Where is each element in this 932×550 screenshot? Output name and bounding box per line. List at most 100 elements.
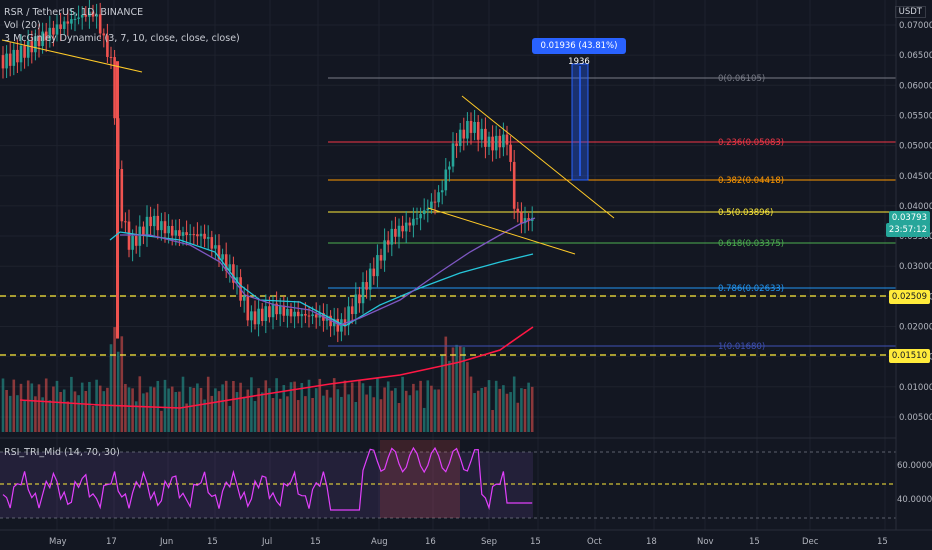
candle-body: [458, 129, 462, 146]
volume-bar: [167, 388, 170, 432]
volume-bar: [358, 380, 361, 432]
measure-label[interactable]: 0.01936 (43.81%) 1936: [532, 38, 626, 67]
candle-body: [523, 218, 527, 224]
price-tick-label: 0.04500: [899, 172, 932, 182]
candle-body: [8, 53, 12, 66]
candle-body: [264, 306, 268, 322]
candle-body: [480, 128, 484, 140]
volume-bar: [59, 391, 62, 432]
candle-body: [487, 136, 491, 147]
volume-bar: [433, 389, 437, 432]
candle-body: [210, 237, 214, 249]
candle-body: [181, 232, 185, 236]
fibonacci-retracement[interactable]: 0(0.06105) 0.236(0.05083) 0.382(0.04418) 0.…: [328, 74, 896, 352]
volume-bar: [77, 395, 80, 432]
candle-body: [224, 254, 228, 271]
volume-bar: [311, 397, 314, 432]
volume-bar: [84, 390, 88, 432]
price-tick-label: 0.03000: [899, 262, 932, 272]
candle-body: [23, 45, 26, 58]
volume-bar: [127, 387, 131, 432]
volume-bar: [329, 397, 332, 432]
candle-body: [62, 21, 66, 29]
candle-body: [358, 294, 361, 304]
candle-body: [278, 305, 282, 315]
trendlines[interactable]: [1, 39, 615, 255]
moving-average-line: [120, 217, 536, 326]
fib-level-label: 0.236(0.05083): [718, 138, 784, 148]
volume-bar: [458, 346, 462, 432]
volume-bar: [451, 347, 455, 432]
price-range-measure[interactable]: [571, 63, 589, 181]
volume-bar: [494, 380, 498, 432]
volume-bar: [516, 402, 520, 432]
rsi-tick-label: 60.00000: [897, 461, 932, 471]
volume-bar: [98, 385, 102, 432]
trendline-descending[interactable]: [461, 95, 615, 219]
volume-bar: [462, 347, 466, 432]
candle-body: [174, 230, 178, 236]
countdown-tag: 23:57:12: [885, 223, 930, 237]
candle-body: [156, 215, 160, 231]
time-tick-label: Aug: [371, 537, 388, 547]
price-tick-label: 0.05500: [899, 111, 932, 121]
candle-body: [88, 11, 91, 17]
volume-bar: [361, 383, 365, 432]
time-tick-label: 15: [877, 537, 888, 547]
volume-bar: [437, 389, 440, 432]
candle-body: [170, 225, 174, 236]
fib-level-label: 1(0.01680): [718, 342, 765, 352]
candle-body: [372, 268, 376, 277]
candle-body: [494, 135, 498, 151]
volume-bar: [250, 377, 253, 432]
price-tick-label: 0.04000: [899, 202, 932, 212]
candle-body: [340, 319, 343, 332]
time-tick-label: Nov: [697, 537, 714, 547]
volume-bar: [264, 380, 268, 432]
volume-bar: [365, 394, 368, 432]
candle-body: [527, 218, 530, 221]
volume-bar: [523, 388, 527, 432]
candle-body: [16, 49, 19, 63]
candle-body: [347, 306, 350, 326]
candle-body: [138, 226, 142, 246]
volume-bar: [106, 387, 109, 432]
volume-bar: [235, 392, 239, 432]
candle-body: [102, 33, 106, 36]
price-tick-label: 0.02000: [899, 323, 932, 333]
candle-body: [282, 305, 286, 316]
candle-body: [311, 314, 314, 317]
volume-bar: [73, 391, 77, 432]
rsi-pane: [0, 437, 896, 519]
candle-body: [376, 255, 379, 277]
candle-body: [41, 31, 44, 47]
volume-bar: [383, 387, 386, 432]
candle-body: [113, 57, 116, 119]
volume-bar: [293, 381, 296, 432]
currency-label[interactable]: USDT: [894, 6, 926, 18]
time-tick-label: Oct: [587, 537, 602, 547]
candle-body: [444, 169, 448, 191]
volume-bar: [484, 387, 487, 432]
candle-body: [394, 228, 397, 237]
volume-bar: [422, 407, 426, 432]
candle-body: [232, 264, 235, 283]
mcginley-indicator-label: 3 McGinley Dynamic (3, 7, 10, close, clo…: [4, 33, 240, 44]
candle-body: [379, 255, 383, 261]
volume-bar: [102, 391, 106, 432]
volume-bar: [149, 386, 152, 432]
candle-body: [336, 318, 340, 332]
candle-body: [1, 55, 5, 69]
volume-bar: [278, 398, 282, 432]
candle-body: [192, 234, 196, 236]
volume-bar: [512, 376, 516, 432]
candle-body: [509, 144, 512, 162]
volume-indicator-label: Vol (20): [4, 20, 41, 31]
candle-body: [451, 143, 455, 167]
trendline-support[interactable]: [427, 207, 576, 255]
volume-bar: [271, 398, 275, 432]
trendline-may[interactable]: [1, 39, 143, 73]
candle-body: [19, 45, 23, 63]
volume-bar: [181, 376, 185, 432]
